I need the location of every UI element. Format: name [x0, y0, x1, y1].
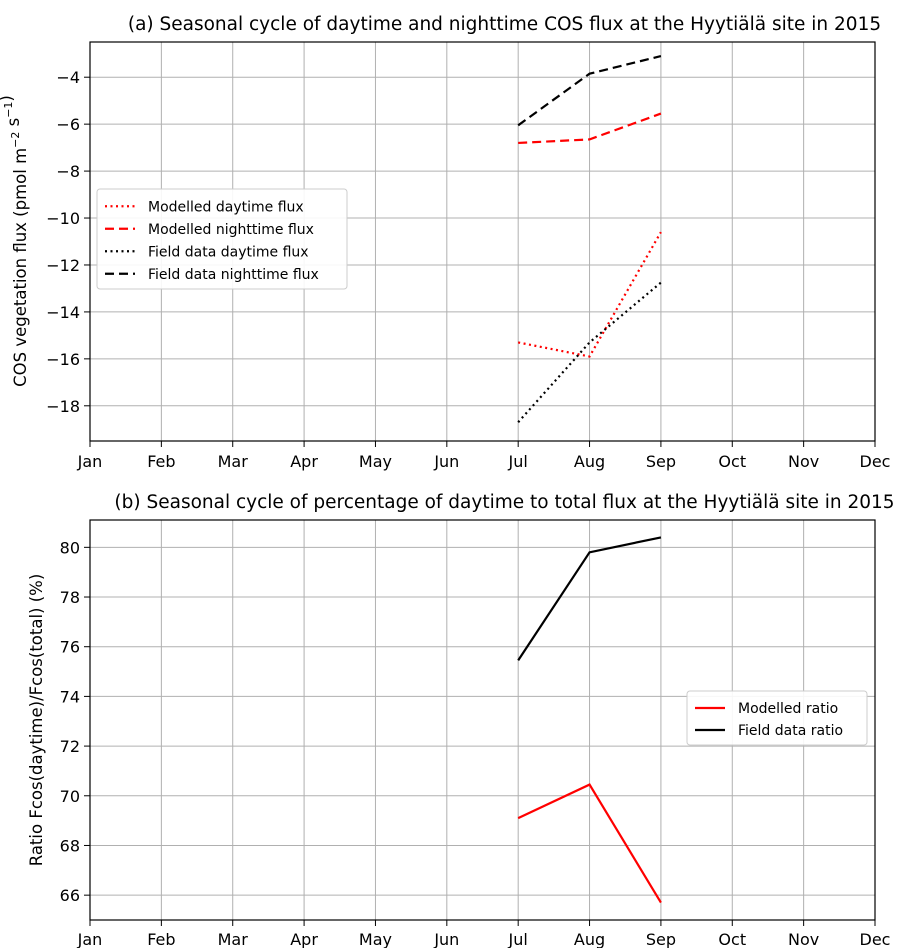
y-tick-label: −14 [46, 303, 80, 322]
legend-box [96, 188, 348, 290]
axes-frame [89, 519, 876, 921]
y-tick-label: 70 [60, 787, 80, 806]
series-line-field-data-nighttime-flux [517, 55, 662, 127]
legend-label: Modelled nighttime flux [148, 222, 314, 238]
x-tick-label: Jul [508, 452, 528, 471]
chart-title: (b) Seasonal cycle of percentage of dayt… [114, 492, 894, 513]
axes-frame [89, 41, 876, 442]
y-tick-label: 80 [60, 538, 80, 557]
y-axis-label: Ratio Fcos(daytime)/Fcos(total) (%) [27, 574, 46, 867]
legend-label: Field data daytime flux [148, 244, 309, 260]
y-tick-label: −16 [46, 350, 80, 369]
x-tick-label: Feb [147, 452, 175, 471]
y-axis-label-part: s [4, 118, 23, 132]
x-tick-label: Sep [646, 452, 676, 471]
x-tick-label: Aug [574, 930, 605, 948]
legend-label: Field data ratio [738, 723, 843, 739]
x-tick-label: May [359, 452, 392, 471]
x-tick-label: Aug [574, 452, 605, 471]
series-line-modelled-ratio [517, 783, 662, 904]
y-tick-label: −18 [46, 397, 80, 416]
x-tick-label: Dec [860, 930, 891, 948]
x-tick-label: Oct [718, 930, 746, 948]
y-tick-label: 66 [60, 886, 80, 905]
y-tick-label: −4 [56, 68, 80, 87]
y-tick-label: −6 [56, 115, 80, 134]
y-tick-label: −8 [56, 162, 80, 181]
x-tick-label: Dec [860, 452, 891, 471]
x-tick-label: Jan [77, 930, 103, 948]
chart-panel-b: Jan Feb Mar Apr May Jun Jul Aug Sep Oct Nov Dec 66 68… [27, 492, 895, 948]
x-tick-label: Oct [718, 452, 746, 471]
x-tick-label: Apr [290, 452, 318, 471]
y-tick-label: 74 [60, 687, 80, 706]
legend: Modelled ratio Field data ratio [686, 690, 868, 746]
x-tick-label: May [359, 930, 392, 948]
x-tick-label: Nov [788, 930, 819, 948]
y-tick-label: −12 [46, 256, 80, 275]
y-axis-label-superscript: −2 [9, 132, 22, 148]
x-tick-label: Sep [646, 930, 676, 948]
y-tick-label: 72 [60, 737, 80, 756]
x-tick-label: Jul [508, 930, 528, 948]
chart-panel-a: Jan Feb Mar Apr May Jun Jul Aug Sep Oct Nov Dec −18 −… [0, 14, 890, 471]
x-tick-label: Jun [433, 452, 459, 471]
y-axis-label: COS vegetation flux (pmol m−2 s−1) [0, 95, 30, 387]
legend-box [686, 690, 868, 746]
series-line-field-data-ratio [517, 536, 662, 661]
y-axis-label-part: COS vegetation flux (pmol m [11, 148, 30, 387]
x-tick-label: Mar [218, 452, 249, 471]
y-axis-label-part: ) [0, 95, 16, 101]
y-tick-label: −10 [46, 209, 80, 228]
y-tick-label: 76 [60, 638, 80, 657]
legend-label: Modelled ratio [738, 701, 838, 717]
x-tick-label: Jun [433, 930, 459, 948]
series-line-modelled-nighttime-flux [518, 112, 662, 145]
y-tick-label: 78 [60, 588, 80, 607]
x-tick-label: Mar [218, 930, 249, 948]
x-tick-label: Feb [147, 930, 175, 948]
legend: Modelled daytime flux Modelled nighttime … [96, 188, 348, 290]
x-tick-label: Apr [290, 930, 318, 948]
series-line-modelled-daytime-flux [517, 231, 662, 358]
y-axis-label-superscript: −1 [2, 102, 15, 118]
legend-label: Field data nighttime flux [148, 267, 319, 283]
y-tick-label: 68 [60, 836, 80, 855]
chart-title: (a) Seasonal cycle of daytime and nightt… [128, 14, 881, 35]
x-tick-label: Jan [77, 452, 103, 471]
x-tick-label: Nov [788, 452, 819, 471]
legend-label: Modelled daytime flux [148, 199, 304, 215]
